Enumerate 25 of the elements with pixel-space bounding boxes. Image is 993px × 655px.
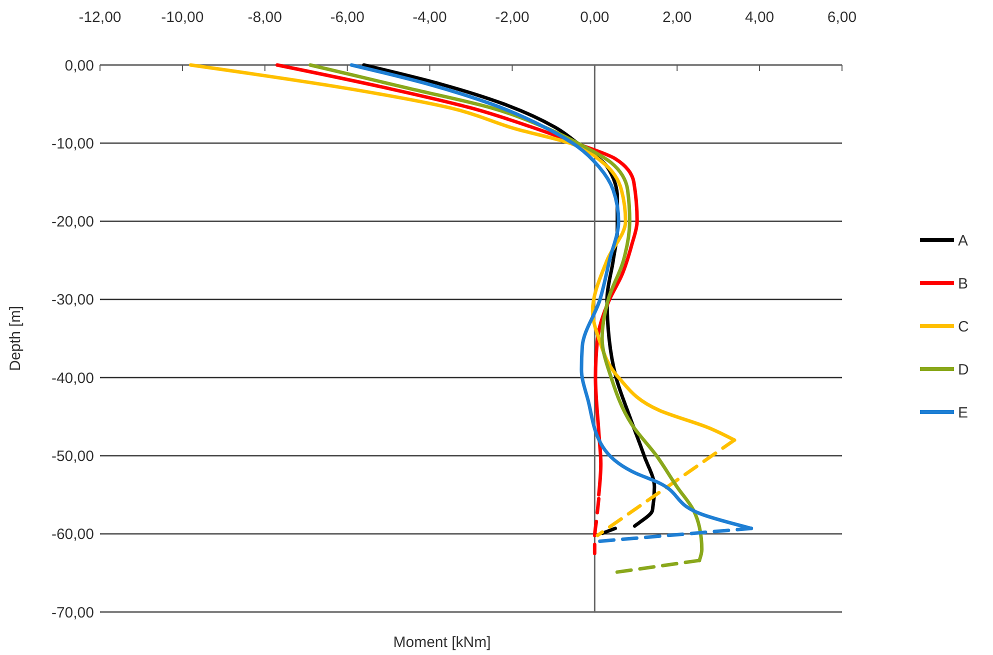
x-tick-label: 4,00 [744, 9, 774, 26]
y-tick-label: -50,00 [51, 448, 94, 465]
x-tick-label: -8,00 [248, 9, 282, 26]
x-axis-title: Moment [kNm] [393, 634, 491, 651]
x-tick-label: -4,00 [412, 9, 447, 26]
y-tick-label: -30,00 [51, 292, 94, 309]
x-tick-label: -12,00 [78, 9, 122, 26]
x-tick-label: 2,00 [662, 9, 692, 26]
x-tick-label: -6,00 [330, 9, 364, 26]
x-tick-label: -10,00 [161, 9, 204, 26]
x-tick-label: 0,00 [580, 9, 610, 26]
x-tick-label: -2,00 [495, 9, 530, 26]
y-tick-label: -70,00 [51, 604, 94, 622]
y-tick-label: -10,00 [51, 135, 94, 152]
y-tick-label: -20,00 [51, 214, 94, 231]
legend-label: D [958, 361, 969, 378]
y-axis-title: Depth [m] [7, 306, 24, 372]
legend-label: B [958, 275, 968, 292]
y-tick-label: 0,00 [64, 57, 94, 74]
y-tick-label: -40,00 [51, 370, 94, 387]
legend-label: C [958, 318, 969, 336]
y-tick-label: -60,00 [51, 526, 94, 544]
x-tick-label: 6,00 [827, 9, 857, 26]
legend-label: A [958, 232, 968, 250]
legend-label: E [958, 404, 968, 422]
